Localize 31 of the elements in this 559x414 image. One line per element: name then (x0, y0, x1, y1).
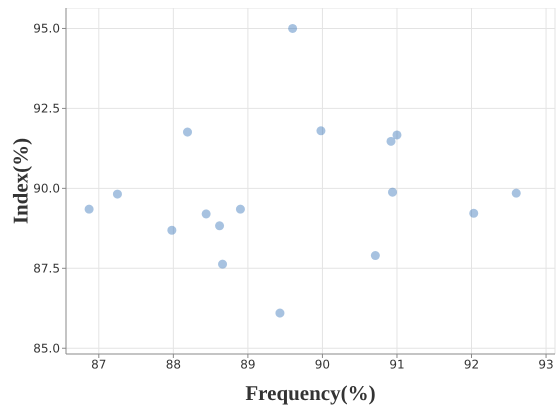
point (167, 226, 176, 235)
point (392, 130, 402, 140)
point (316, 126, 326, 136)
x-tick-label: 87 (91, 358, 106, 372)
x-tick-label: 88 (166, 358, 181, 372)
point (388, 188, 398, 197)
point (182, 128, 192, 137)
point (112, 190, 122, 199)
point (202, 209, 211, 218)
point (84, 204, 94, 214)
y-tick-label: 92.5 (33, 102, 60, 116)
point (275, 308, 284, 318)
x-tick-label: 90 (314, 358, 330, 372)
x-tick-label: 92 (464, 358, 480, 372)
y-axis-title: Index(%) (8, 138, 32, 224)
point (288, 24, 298, 33)
point (215, 221, 224, 230)
y-tick-label: 95.0 (33, 22, 60, 36)
x-tick-label: 89 (240, 358, 256, 372)
point (386, 136, 396, 146)
y-tick-label: 90.0 (33, 182, 60, 196)
y-tick-label: 85.0 (33, 342, 60, 356)
point (512, 188, 521, 198)
x-tick-label: 93 (538, 358, 554, 372)
point (370, 251, 380, 260)
point (218, 260, 228, 269)
y-tick-label: 87.5 (33, 262, 60, 276)
x-axis-title: Frequency(%) (245, 381, 376, 405)
point (469, 208, 478, 218)
point (236, 204, 245, 214)
x-tick-label: 91 (389, 358, 405, 372)
